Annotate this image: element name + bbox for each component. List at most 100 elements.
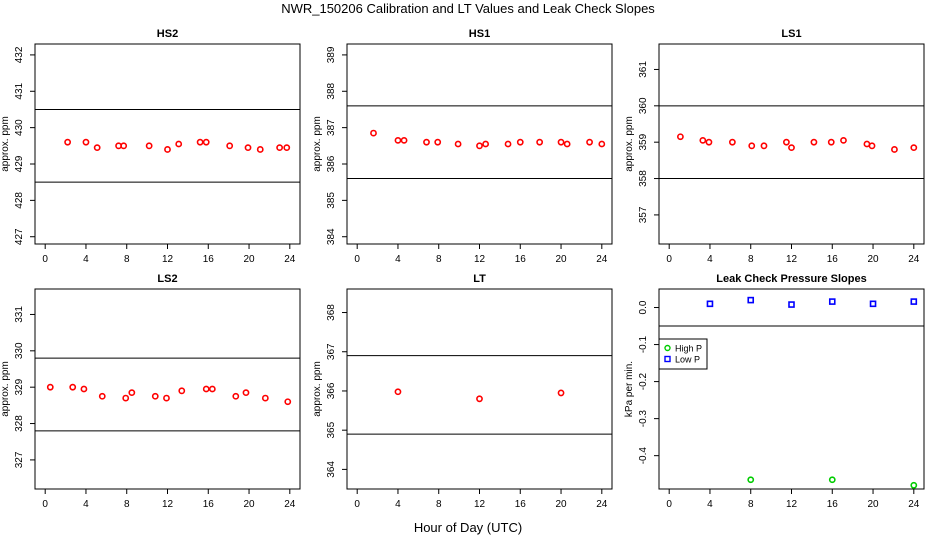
x-tick-label: 8 bbox=[748, 254, 754, 265]
x-tick-label: 12 bbox=[786, 499, 798, 510]
y-tick-label: 431 bbox=[14, 82, 25, 99]
data-point bbox=[810, 138, 818, 146]
data-point bbox=[145, 142, 153, 150]
y-tick-label: -0.4 bbox=[638, 447, 649, 465]
y-axis-label: approx. ppm bbox=[0, 361, 11, 417]
data-point bbox=[120, 142, 128, 150]
x-tick-label: 16 bbox=[827, 499, 839, 510]
data-point bbox=[910, 481, 918, 489]
data-point bbox=[394, 388, 402, 396]
data-point bbox=[69, 383, 77, 391]
data-point bbox=[151, 392, 159, 400]
series-1 bbox=[370, 129, 606, 150]
data-point bbox=[284, 398, 292, 406]
x-tick-label: 0 bbox=[666, 499, 672, 510]
x-tick-label: 4 bbox=[395, 254, 401, 265]
y-tick-label: 327 bbox=[14, 451, 25, 468]
y-tick-label: 386 bbox=[326, 155, 337, 172]
y-tick-label: 385 bbox=[326, 192, 337, 209]
x-tick-label: 8 bbox=[436, 499, 442, 510]
plot-frame bbox=[346, 288, 613, 490]
x-tick-label: 0 bbox=[354, 254, 360, 265]
series-1 bbox=[64, 138, 291, 153]
data-point bbox=[706, 300, 714, 308]
y-tick-label: 328 bbox=[14, 415, 25, 432]
data-point bbox=[232, 392, 240, 400]
y-axis: 364 365 366 367 368 approx. ppm bbox=[312, 304, 347, 478]
x-axis: 0 4 8 12 16 20 24 bbox=[354, 488, 608, 510]
data-point bbox=[423, 138, 430, 146]
data-point bbox=[747, 476, 755, 484]
data-point bbox=[226, 142, 234, 150]
panel-title: LS2 bbox=[157, 273, 177, 285]
y-axis: 327 328 329 330 331 approx. ppm bbox=[0, 306, 35, 468]
data-point bbox=[476, 395, 483, 403]
x-tick-label: 4 bbox=[707, 499, 713, 510]
y-tick-label: 430 bbox=[14, 119, 25, 136]
chart-panel-3: LS1 0 4 8 12 16 20 24 357 358 359 360 361 approx. ppm bbox=[624, 28, 925, 265]
series-1 bbox=[46, 383, 292, 406]
x-axis: 0 4 8 12 16 20 24 bbox=[354, 243, 608, 265]
data-point bbox=[516, 138, 524, 146]
x-tick-label: 4 bbox=[707, 254, 713, 265]
data-point bbox=[677, 133, 684, 141]
data-point bbox=[891, 146, 898, 153]
x-tick-label: 24 bbox=[284, 254, 296, 265]
data-point bbox=[788, 301, 795, 308]
data-point bbox=[370, 129, 377, 137]
y-axis: 427 428 429 430 431 432 approx. ppm bbox=[0, 46, 35, 245]
data-point bbox=[557, 389, 565, 397]
series-low-p bbox=[706, 296, 918, 308]
y-tick-label: 384 bbox=[326, 228, 337, 245]
panel-title: Leak Check Pressure Slopes bbox=[716, 273, 866, 285]
data-point bbox=[783, 138, 790, 146]
data-point bbox=[261, 394, 269, 402]
x-tick-label: 0 bbox=[354, 499, 360, 510]
x-axis: 0 4 8 12 16 20 24 bbox=[42, 488, 296, 510]
y-axis: 0.0 -0.1 -0.2 -0.3 -0.4 kPa per min. bbox=[624, 300, 659, 464]
x-axis-label: Hour of Day (UTC) bbox=[414, 520, 522, 535]
x-tick-label: 16 bbox=[515, 499, 527, 510]
data-point bbox=[869, 300, 877, 308]
x-tick-label: 4 bbox=[83, 499, 89, 510]
x-tick-label: 12 bbox=[474, 499, 486, 510]
x-tick-label: 20 bbox=[867, 499, 879, 510]
data-point bbox=[163, 394, 170, 402]
x-axis: 0 4 8 12 16 20 24 bbox=[42, 243, 296, 265]
data-point bbox=[747, 296, 755, 304]
x-tick-label: 12 bbox=[786, 254, 798, 265]
y-tick-label: 358 bbox=[638, 170, 649, 187]
data-point bbox=[175, 140, 183, 148]
y-tick-label: -0.1 bbox=[638, 336, 649, 354]
plot-frame bbox=[34, 43, 301, 245]
y-axis-label: approx. ppm bbox=[312, 361, 323, 417]
data-point bbox=[504, 140, 512, 148]
data-point bbox=[64, 138, 72, 146]
data-point bbox=[563, 140, 571, 148]
data-point bbox=[828, 476, 836, 484]
data-point bbox=[242, 389, 250, 397]
x-tick-label: 20 bbox=[555, 499, 567, 510]
x-tick-label: 16 bbox=[515, 254, 527, 265]
x-tick-label: 8 bbox=[748, 499, 754, 510]
x-tick-label: 16 bbox=[203, 254, 215, 265]
x-tick-label: 12 bbox=[162, 254, 174, 265]
x-axis: 0 4 8 12 16 20 24 bbox=[666, 243, 920, 265]
y-tick-label: 429 bbox=[14, 155, 25, 172]
x-tick-label: 16 bbox=[203, 499, 215, 510]
chart-panel-5: LT 0 4 8 12 16 20 24 364 365 366 367 368 approx. ppm bbox=[312, 273, 613, 510]
y-tick-label: 387 bbox=[326, 119, 337, 136]
chart-panel-4: LS2 0 4 8 12 16 20 24 327 328 329 330 331 approx. ppm bbox=[0, 273, 301, 510]
x-tick-label: 4 bbox=[395, 499, 401, 510]
y-tick-label: 366 bbox=[326, 382, 337, 399]
y-tick-label: 359 bbox=[638, 133, 649, 150]
panel-title: LS1 bbox=[781, 28, 801, 40]
x-tick-label: 12 bbox=[474, 254, 486, 265]
plot-frame bbox=[658, 43, 925, 245]
x-tick-label: 16 bbox=[827, 254, 839, 265]
x-tick-label: 20 bbox=[243, 499, 255, 510]
y-axis: 384 385 386 387 388 389 approx. ppm bbox=[312, 46, 347, 245]
panels: HS2 0 4 8 12 16 20 24 427 428 429 430 431 432 approx. … bbox=[0, 28, 925, 510]
legend-box bbox=[658, 338, 708, 370]
